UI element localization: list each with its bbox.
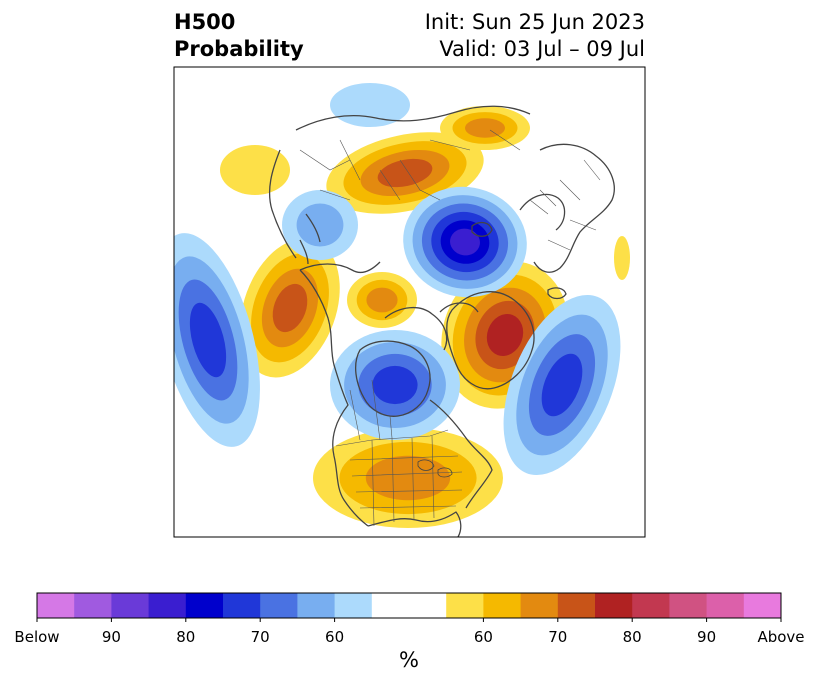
colorbar-swatch-0 bbox=[37, 593, 75, 618]
coastline-canadian-archipelago bbox=[384, 302, 479, 351]
anomaly-below-10 bbox=[174, 233, 260, 447]
border-scandinavia bbox=[529, 189, 557, 215]
anomaly-band-5 bbox=[450, 228, 480, 256]
lakes bbox=[417, 459, 453, 478]
valid-range-label: Valid: 03 Jul – 09 Jul bbox=[439, 37, 645, 61]
colorbar-tick-label-1: 90 bbox=[101, 628, 121, 646]
map-area bbox=[174, 67, 645, 537]
colorbar-swatch-16 bbox=[632, 593, 670, 618]
border-us-states-2 bbox=[371, 435, 435, 527]
colorbar-swatch-18 bbox=[706, 593, 745, 618]
colorbar-tick-label-2: 80 bbox=[176, 628, 196, 646]
anomaly-band-2 bbox=[366, 287, 398, 313]
coastline-northeast bbox=[429, 399, 493, 509]
borders bbox=[299, 129, 601, 527]
map-frame bbox=[173, 66, 646, 538]
colorbar-swatch-11 bbox=[446, 593, 484, 618]
coastline-iceland bbox=[547, 287, 567, 300]
colorbar bbox=[36, 592, 782, 622]
anomaly-above-3 bbox=[240, 238, 340, 378]
anomaly-band-0 bbox=[614, 236, 630, 280]
colorbar-swatch-19 bbox=[743, 593, 782, 618]
product-label: Probability bbox=[174, 37, 304, 61]
anomaly-band-0 bbox=[220, 145, 290, 195]
border-russia bbox=[379, 129, 521, 201]
colorbar-tick-label-0: Below bbox=[14, 628, 60, 646]
border-asia bbox=[299, 139, 361, 201]
coastline-hudson-bay bbox=[354, 340, 431, 417]
anomaly-above-2 bbox=[220, 145, 290, 195]
coastline-alaska bbox=[299, 261, 381, 274]
colorbar-tick-label-3: 70 bbox=[250, 628, 270, 646]
colorbar-tick-label-5: 60 bbox=[473, 628, 493, 646]
init-date-label: Init: Sun 25 Jun 2023 bbox=[424, 10, 645, 34]
anomaly-below-11 bbox=[330, 330, 460, 440]
colorbar-tick-label-7: 80 bbox=[622, 628, 642, 646]
anomaly-below-9 bbox=[282, 190, 358, 260]
colorbar-frame bbox=[36, 592, 782, 619]
anomaly-above-7 bbox=[614, 236, 630, 280]
anomaly-band-3 bbox=[541, 353, 583, 417]
anomaly-band-3 bbox=[189, 302, 227, 378]
coastline-greenland bbox=[446, 291, 535, 390]
colorbar-swatch-13 bbox=[520, 593, 559, 618]
coastline-siberia bbox=[295, 105, 531, 131]
border-us-canada bbox=[335, 429, 449, 447]
anomaly-above-4 bbox=[347, 272, 417, 328]
colorbar-swatch-1 bbox=[74, 593, 112, 618]
colorbar-tick-label-6: 70 bbox=[548, 628, 568, 646]
colorbar-tick-label-8: 90 bbox=[697, 628, 717, 646]
anomaly-below-12 bbox=[503, 294, 621, 476]
chart-title-left: H500 Probability bbox=[174, 9, 304, 63]
colorbar-swatch-6 bbox=[260, 593, 298, 618]
anomaly-band-3 bbox=[377, 158, 433, 188]
anomaly-band-2 bbox=[465, 118, 505, 138]
variable-label: H500 bbox=[174, 10, 236, 34]
colorbar-swatch-5 bbox=[223, 593, 261, 618]
chart-title-right: Init: Sun 25 Jun 2023 Valid: 03 Jul – 09… bbox=[425, 9, 645, 63]
border-us-states-1 bbox=[349, 455, 463, 509]
border-canada-provinces bbox=[349, 379, 393, 441]
border-europe bbox=[547, 159, 601, 251]
colorbar-swatch-15 bbox=[595, 593, 633, 618]
colorbar-swatch-7 bbox=[297, 593, 335, 618]
coastline-north-america-west bbox=[299, 269, 369, 527]
anomaly-above-6 bbox=[313, 428, 503, 528]
colorbar-swatch-9 bbox=[371, 593, 410, 618]
coastline-east-asia bbox=[268, 149, 297, 259]
great-lakes bbox=[417, 459, 453, 478]
colorbar-swatch-8 bbox=[334, 593, 373, 618]
colorbar-swatch-17 bbox=[669, 593, 707, 618]
colorbar-tick-label-9: Above bbox=[757, 628, 805, 646]
colorbar-swatch-3 bbox=[148, 593, 187, 618]
coastline-gulf bbox=[367, 511, 462, 537]
anomaly-above-1 bbox=[440, 106, 530, 150]
anomaly-band-4 bbox=[486, 313, 524, 357]
colorbar-swatch-14 bbox=[557, 593, 596, 618]
anomaly-layer bbox=[174, 83, 630, 528]
colorbar-swatch-12 bbox=[483, 593, 521, 618]
coastline-japan bbox=[299, 213, 321, 265]
colorbar-swatch-4 bbox=[185, 593, 224, 618]
colorbar-tick-label-4: 60 bbox=[325, 628, 345, 646]
anomaly-band-2 bbox=[365, 455, 451, 501]
colorbar-swatch-10 bbox=[409, 593, 447, 618]
coastline-europe bbox=[533, 143, 615, 273]
coastlines bbox=[268, 105, 615, 537]
anomaly-below-8 bbox=[403, 186, 527, 298]
colorbar-unit-label: % bbox=[399, 648, 419, 672]
anomaly-band-1 bbox=[296, 203, 344, 247]
coastline-svalbard bbox=[471, 221, 493, 237]
anomaly-band-3 bbox=[272, 283, 308, 333]
anomaly-band-3 bbox=[372, 365, 418, 405]
colorbar-swatch-2 bbox=[111, 593, 149, 618]
